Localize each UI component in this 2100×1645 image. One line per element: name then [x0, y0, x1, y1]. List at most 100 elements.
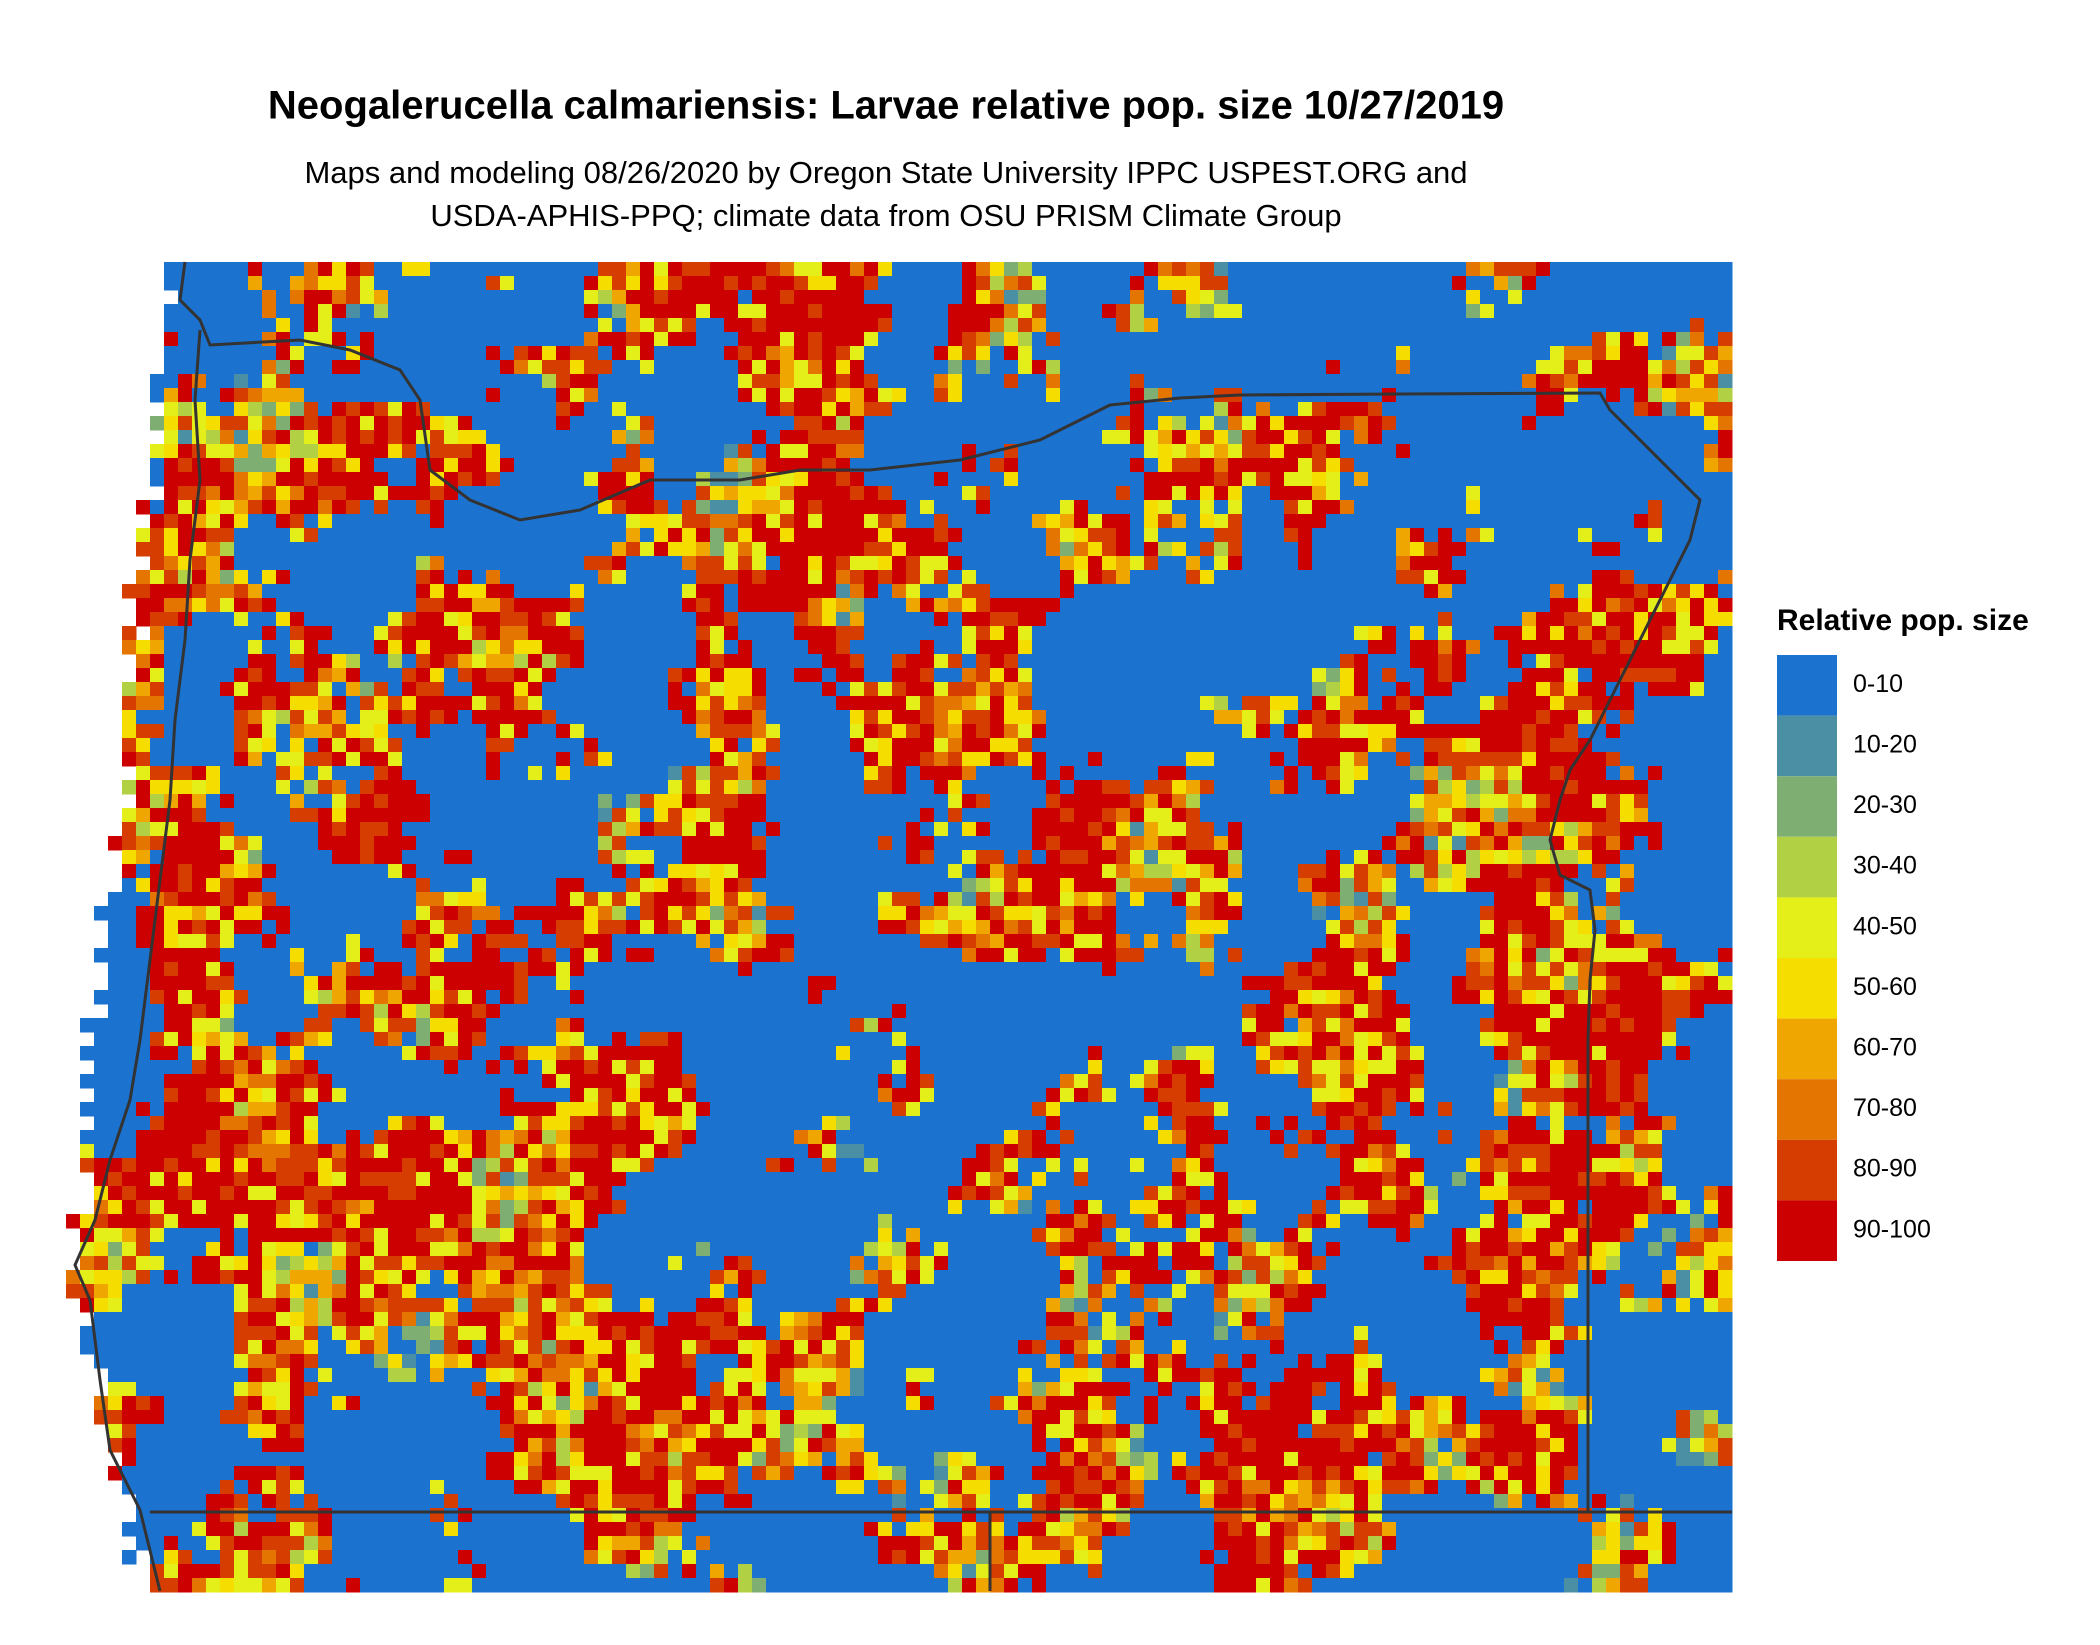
- map-cell: [710, 304, 725, 319]
- map-cell: [822, 612, 837, 627]
- map-cell: [1466, 472, 1481, 487]
- map-cell: [864, 626, 879, 641]
- map-cell: [234, 444, 249, 459]
- map-cell: [1480, 668, 1495, 683]
- map-cell: [332, 640, 347, 655]
- map-cell: [794, 808, 809, 823]
- map-cell: [822, 374, 837, 389]
- map-cell: [528, 612, 543, 627]
- map-cell: [1284, 430, 1299, 445]
- map-cell: [1480, 724, 1495, 739]
- map-cell: [1564, 430, 1579, 445]
- map-cell: [654, 542, 669, 557]
- map-cell: [1410, 696, 1425, 711]
- map-cell: [276, 850, 291, 865]
- map-cell: [150, 724, 165, 739]
- map-cell: [1284, 556, 1299, 571]
- map-cell: [472, 458, 487, 473]
- map-cell: [178, 710, 193, 725]
- map-cell: [332, 808, 347, 823]
- map-cell: [1032, 542, 1047, 557]
- map-cell: [1200, 570, 1215, 585]
- map-cell: [1508, 290, 1523, 305]
- map-cell: [1578, 276, 1593, 291]
- map-cell: [822, 472, 837, 487]
- map-cell: [1466, 304, 1481, 319]
- map-cell: [1074, 822, 1089, 837]
- map-cell: [1130, 430, 1145, 445]
- map-cell: [486, 556, 501, 571]
- map-cell: [248, 612, 263, 627]
- map-cell: [752, 556, 767, 571]
- map-cell: [598, 626, 613, 641]
- map-cell: [542, 738, 557, 753]
- map-cell: [360, 514, 375, 529]
- map-cell: [640, 822, 655, 837]
- map-cell: [1410, 724, 1425, 739]
- map-cell: [1592, 766, 1607, 781]
- map-cell: [1662, 304, 1677, 319]
- map-cell: [332, 864, 347, 879]
- map-cell: [1032, 458, 1047, 473]
- map-cell: [1130, 738, 1145, 753]
- map-cell: [276, 416, 291, 431]
- map-cell: [1690, 346, 1705, 361]
- map-cell: [1172, 430, 1187, 445]
- map-cell: [458, 486, 473, 501]
- map-cell: [220, 276, 235, 291]
- map-cell: [948, 570, 963, 585]
- map-cell: [710, 374, 725, 389]
- map-cell: [1130, 402, 1145, 417]
- map-cell: [1382, 710, 1397, 725]
- map-cell: [542, 598, 557, 613]
- map-cell: [1298, 304, 1313, 319]
- map-cell: [290, 738, 305, 753]
- map-cell: [206, 738, 221, 753]
- map-cell: [850, 528, 865, 543]
- map-cell: [1564, 332, 1579, 347]
- map-cell: [808, 556, 823, 571]
- map-cell: [836, 822, 851, 837]
- map-cell: [682, 864, 697, 879]
- map-cell: [318, 402, 333, 417]
- map-cell: [122, 850, 137, 865]
- map-cell: [444, 654, 459, 669]
- map-cell: [738, 822, 753, 837]
- map-cell: [472, 612, 487, 627]
- map-cell: [136, 822, 151, 837]
- map-cell: [318, 360, 333, 375]
- map-cell: [1172, 752, 1187, 767]
- map-cell: [1564, 850, 1579, 865]
- map-cell: [444, 752, 459, 767]
- map-cell: [1704, 570, 1719, 585]
- map-cell: [1690, 808, 1705, 823]
- map-cell: [262, 696, 277, 711]
- map-cell: [1718, 262, 1733, 277]
- map-cell: [1508, 752, 1523, 767]
- map-cell: [1242, 416, 1257, 431]
- map-cell: [1578, 514, 1593, 529]
- map-cell: [1382, 346, 1397, 361]
- map-cell: [514, 584, 529, 599]
- map-cell: [1676, 458, 1691, 473]
- map-cell: [1074, 836, 1089, 851]
- map-cell: [1466, 864, 1481, 879]
- map-cell: [402, 360, 417, 375]
- map-cell: [1074, 402, 1089, 417]
- map-cell: [304, 402, 319, 417]
- map-cell: [1130, 528, 1145, 543]
- map-cell: [724, 640, 739, 655]
- map-cell: [1718, 276, 1733, 291]
- map-cell: [1382, 374, 1397, 389]
- map-cell: [402, 290, 417, 305]
- map-cell: [1018, 654, 1033, 669]
- map-cell: [290, 822, 305, 837]
- map-cell: [374, 570, 389, 585]
- map-cell: [1382, 626, 1397, 641]
- map-cell: [234, 654, 249, 669]
- map-cell: [1270, 780, 1285, 795]
- map-cell: [1116, 598, 1131, 613]
- map-cell: [556, 542, 571, 557]
- map-cell: [528, 262, 543, 277]
- map-cell: [1340, 682, 1355, 697]
